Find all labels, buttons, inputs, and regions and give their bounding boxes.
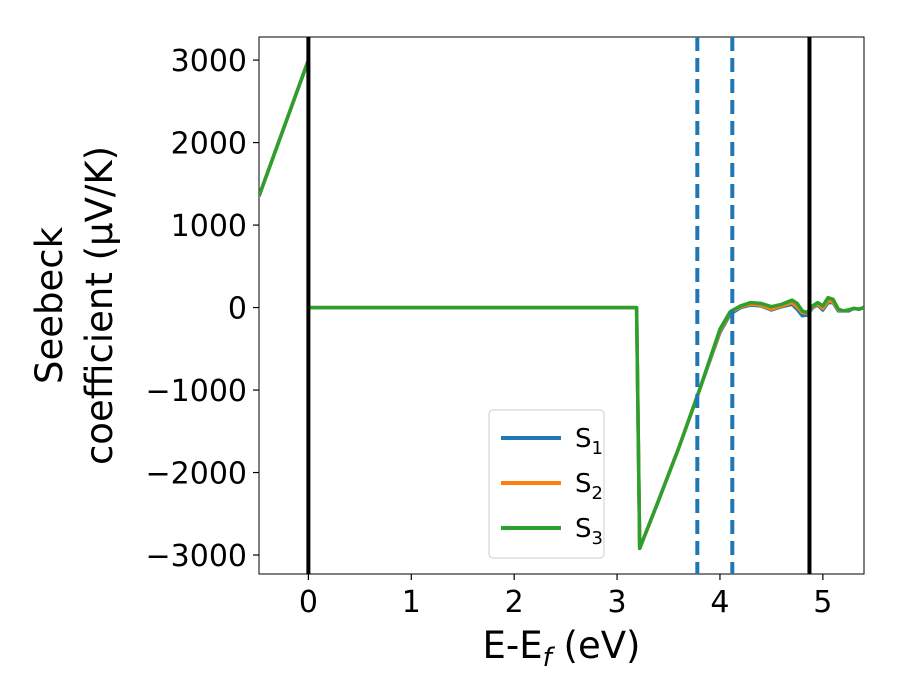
- x-axis-label-main: E-E: [483, 624, 543, 667]
- x-tick-label: 1: [402, 585, 421, 620]
- x-tick-label: 5: [813, 585, 832, 620]
- legend-label-s3: S3: [575, 514, 603, 549]
- x-axis-label: E-Ef (eV): [483, 624, 641, 673]
- y-axis-label-line2: coefficient (μV/K): [78, 146, 121, 465]
- y-axis-label-line1: Seebeck: [28, 226, 71, 384]
- y-tick-label: −1000: [146, 374, 247, 409]
- y-tick-label: 2000: [171, 127, 247, 162]
- y-tick-label: −3000: [146, 539, 247, 574]
- x-tick-label: 2: [505, 585, 524, 620]
- y-axis-ticks: 3000 2000 1000 0 −1000 −2000 −3000: [146, 44, 259, 574]
- series-lines: [259, 58, 864, 551]
- y-tick-label: 1000: [171, 209, 247, 244]
- x-axis-label-unit: (eV): [552, 624, 641, 667]
- x-tick-label: 4: [710, 585, 729, 620]
- legend-label-s2: S2: [575, 469, 603, 504]
- legend-label-s1: S1: [575, 424, 603, 459]
- y-tick-label: 0: [228, 292, 247, 327]
- legend: S1 S2 S3: [488, 409, 605, 559]
- vertical-reference-lines: [306, 37, 812, 574]
- plot-area-frame: [258, 36, 865, 575]
- x-axis-ticks: 0 1 2 3 4 5: [299, 574, 832, 620]
- y-axis-label: Seebeck coefficient (μV/K): [28, 146, 121, 465]
- y-tick-label: 3000: [171, 44, 247, 79]
- x-tick-label: 3: [608, 585, 627, 620]
- x-tick-label: 0: [299, 585, 318, 620]
- series-line-s3: [259, 58, 864, 551]
- y-tick-label: −2000: [146, 457, 247, 492]
